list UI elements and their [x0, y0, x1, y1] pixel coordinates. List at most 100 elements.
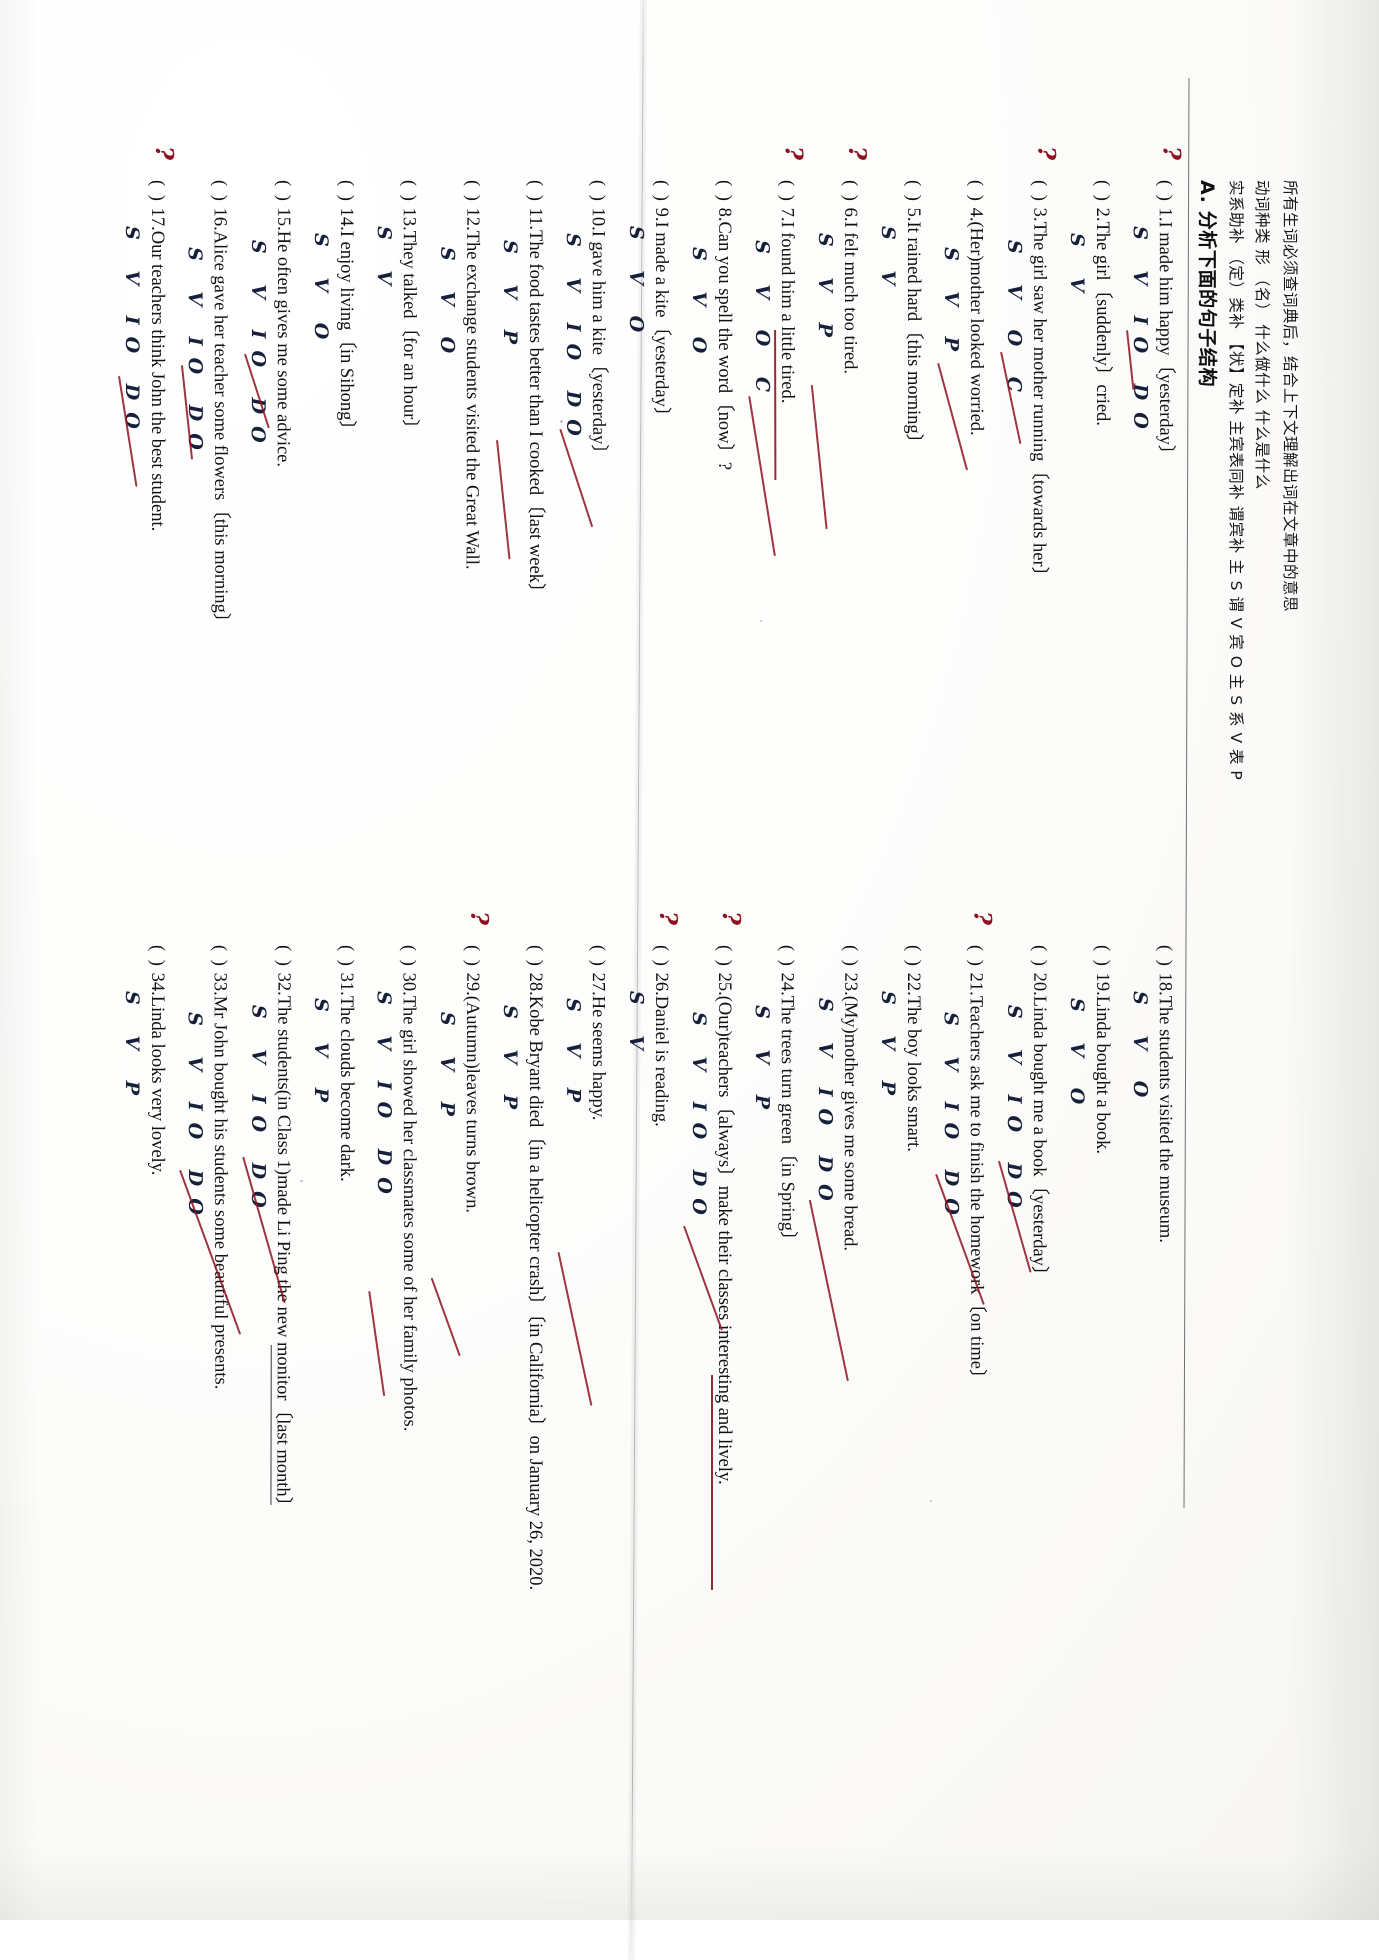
header-line-1: 所有生词必须查词典后，结合上下文理解出词在文章中的意思 [1280, 180, 1299, 613]
question-row: ( ) 31.The clouds become dark. S V P [310, 945, 356, 1182]
answer-blank[interactable]: ( ) [1028, 944, 1049, 968]
question-row: ( ) 2.The girl〔suddenly〕cried. S V [1066, 180, 1112, 426]
red-check-mark: ? [716, 911, 746, 926]
red-pen-stroke [430, 1277, 461, 1357]
question-row: ( ) 1.I made him happy〔yesterday〕 S V IO … [1125, 146, 1186, 464]
question-row: ( ) 9.I made a kite〔yesterday〕 S V O [624, 179, 671, 425]
red-pen-stroke [367, 1290, 385, 1397]
red-check-mark: ? [842, 145, 872, 161]
red-pen-stroke [243, 353, 270, 429]
question-text: 24.The trees turn green〔in Spring〕 [776, 967, 797, 1250]
answer-blank[interactable]: ( ) [461, 944, 482, 968]
question-row: ( ) 26.Daniel is reading. S V? [624, 911, 682, 1127]
question-text: 1.I made him happy〔yesterday〕 [1154, 202, 1175, 464]
question-text: 23.(My)mother gives me some bread. [839, 967, 860, 1252]
red-check-mark: ? [464, 910, 494, 926]
question-row: ( ) 13.They talked〔for an hour〕 S V [372, 179, 419, 438]
answer-blank[interactable]: ( ) [461, 179, 482, 203]
answer-blank[interactable]: ( ) [587, 179, 608, 203]
answer-blank[interactable]: ( ) [965, 179, 986, 203]
answer-blank[interactable]: ( ) [839, 944, 860, 968]
handwritten-structure-annotation: S V P [309, 998, 332, 1114]
question-row: ( ) 7.I found him a little tired. S V O C… [747, 146, 808, 557]
answer-blank[interactable]: ( ) [1091, 180, 1112, 203]
red-check-mark: ? [1031, 145, 1061, 161]
answer-blank[interactable]: ( ) [209, 944, 230, 968]
answer-blank[interactable]: ( ) [273, 944, 294, 968]
red-pen-stroke [810, 384, 828, 530]
question-text: 33.Mr John bought his students some beau… [209, 967, 230, 1390]
answer-blank[interactable]: ( ) [1154, 944, 1175, 968]
answer-blank[interactable]: ( ) [776, 179, 797, 203]
question-text: 4.(Her)mother looked worried. [965, 202, 986, 436]
handwritten-structure-annotation: S V [1065, 233, 1088, 305]
question-row: ( ) 12.The exchange students visited the… [436, 179, 482, 570]
section-letter: A. [1195, 180, 1218, 204]
answer-blank[interactable]: ( ) [650, 944, 671, 968]
question-text: 26.Daniel is reading. [650, 967, 671, 1127]
question-text: 30.The girl showed her classmates some o… [398, 967, 420, 1432]
answer-blank[interactable]: ( ) [965, 944, 986, 968]
question-row: ( ) 20.Linda bought me a book〔yesterday〕… [997, 944, 1049, 1285]
handwritten-structure-annotation: S V O [687, 247, 710, 366]
answer-blank[interactable]: ( ) [902, 945, 923, 968]
question-text: 11.The food tastes better than I cooked〔… [524, 202, 545, 602]
scan-edge-shading-left [0, 0, 40, 1920]
answer-blank[interactable]: ( ) [1028, 179, 1049, 203]
answer-blank[interactable]: ( ) [398, 179, 419, 203]
question-text: 16.Alice gave her teacher some flowers〔t… [209, 202, 230, 632]
question-text: 15.He often gives me some advice. [272, 202, 293, 468]
answer-blank[interactable]: ( ) [524, 945, 545, 968]
handwritten-structure-annotation: S V P [498, 240, 521, 356]
underline-mark [269, 1344, 272, 1505]
handwritten-structure-annotation: S V O [1065, 998, 1088, 1117]
question-text: 14.I enjoy living〔in Sihong〕 [335, 202, 356, 439]
answer-blank[interactable]: ( ) [902, 180, 923, 203]
question-row: ( ) 19.Linda bought a book. S V O [1066, 945, 1112, 1154]
answer-blank[interactable]: ( ) [524, 180, 545, 203]
question-row: ( ) 14.I enjoy living〔in Sihong〕 S V O [310, 180, 356, 439]
answer-blank[interactable]: ( ) [335, 945, 356, 968]
question-text: 29.(Autumn)leaves turns brown. [461, 967, 482, 1214]
handwritten-structure-annotation: S V IO DO [813, 997, 836, 1213]
answer-blank[interactable]: ( ) [1154, 179, 1175, 203]
red-pen-stroke [117, 375, 138, 487]
question-text: 18.The students visited the museum. [1154, 967, 1175, 1243]
scan-speckle [930, 1500, 932, 1502]
question-row: ( ) 10.I gave him a kite〔yesterday〕 S V I… [558, 179, 608, 528]
question-text: 20.Linda bought me a book〔yesterday〕 [1028, 967, 1049, 1285]
question-row: ( ) 32.The students(in Class 1)made Li P… [241, 944, 294, 1515]
question-text: 34.Linda looks very lovely. [146, 967, 167, 1176]
question-row: ( ) 11.The food tastes better than I coo… [495, 180, 545, 602]
scan-speckle [300, 1180, 303, 1182]
handwritten-structure-annotation: S V P [750, 1005, 773, 1122]
answer-blank[interactable]: ( ) [209, 179, 230, 203]
question-text: 22.The boy looks smart. [902, 967, 923, 1152]
answer-blank[interactable]: ( ) [713, 180, 734, 203]
question-text: 13.They talked〔for an hour〕 [398, 202, 419, 438]
question-row: ( ) 34.Linda looks very lovely. S V P [121, 945, 167, 1176]
answer-blank[interactable]: ( ) [335, 180, 356, 203]
question-row: ( ) 25.(Our)teachers〔always〕make their c… [682, 911, 746, 1590]
handwritten-structure-annotation: S V P [939, 247, 962, 364]
answer-blank[interactable]: ( ) [650, 179, 671, 203]
answer-blank[interactable]: ( ) [776, 944, 797, 968]
answer-blank[interactable]: ( ) [1091, 945, 1112, 968]
answer-blank[interactable]: ( ) [397, 944, 419, 968]
answer-blank[interactable]: ( ) [587, 944, 608, 968]
handwritten-structure-annotation: S V [372, 226, 395, 298]
answer-blank[interactable]: ( ) [839, 179, 860, 203]
answer-blank[interactable]: ( ) [146, 180, 167, 203]
answer-blank[interactable]: ( ) [146, 945, 167, 968]
red-check-mark: ? [1157, 145, 1187, 161]
question-row: ( ) 15.He often gives me some advice. S V… [243, 179, 293, 468]
question-row: ( ) 27.He seems happy. S V P [556, 944, 608, 1406]
question-text: 19.Linda bought a book. [1091, 967, 1112, 1154]
question-row: ( ) 6.I felt much too tired. S V P? [810, 146, 872, 530]
answer-blank[interactable]: ( ) [272, 179, 293, 203]
handwritten-structure-annotation: S V P [876, 991, 899, 1107]
handwritten-structure-annotation: S V O [309, 233, 332, 352]
red-check-mark: ? [653, 910, 683, 926]
answer-blank[interactable]: ( ) [713, 945, 734, 968]
